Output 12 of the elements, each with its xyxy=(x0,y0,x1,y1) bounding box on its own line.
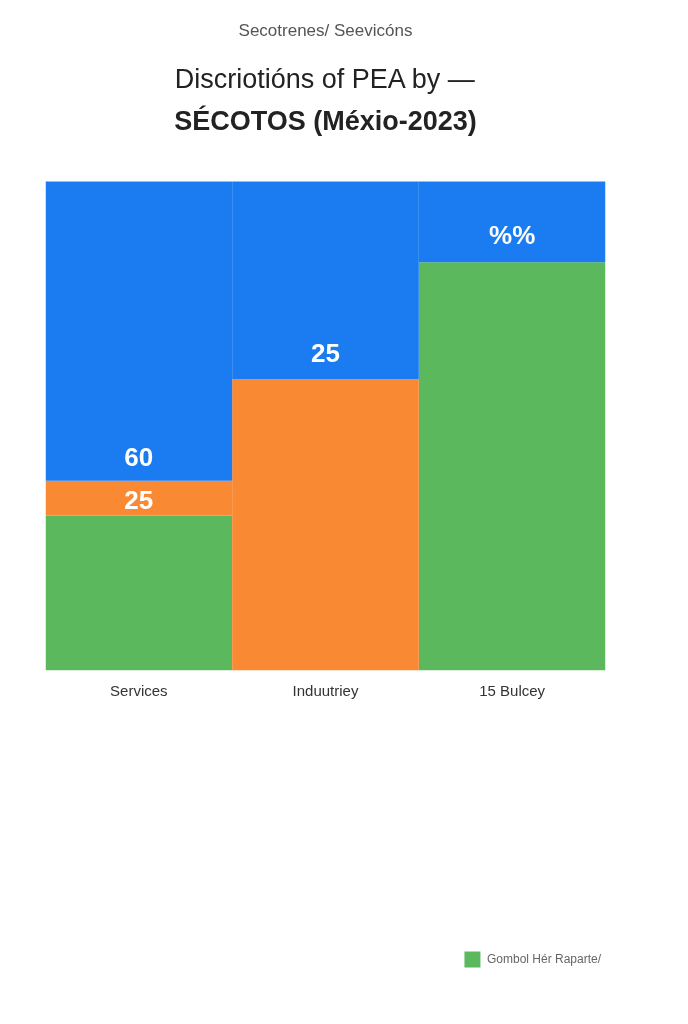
bar xyxy=(418,262,606,671)
annotation: 25 xyxy=(124,484,154,515)
annotation: %% xyxy=(489,220,536,251)
bar xyxy=(45,515,233,671)
x-tick-label: Services xyxy=(110,681,168,699)
x-tick-label: 15 Bulcey xyxy=(479,681,546,699)
chart-subtitle: Secotrenes/ Seevicóns xyxy=(238,20,413,40)
annotation: 60 xyxy=(124,441,154,472)
legend-label: Gombol Hér Raparte/ xyxy=(486,952,601,966)
annotation: 25 xyxy=(311,337,340,368)
x-tick-label: Induutriey xyxy=(292,681,359,699)
chart-title: Discriotións of PEA by — SÉCOTOS (Méxio-2023) xyxy=(174,63,477,136)
